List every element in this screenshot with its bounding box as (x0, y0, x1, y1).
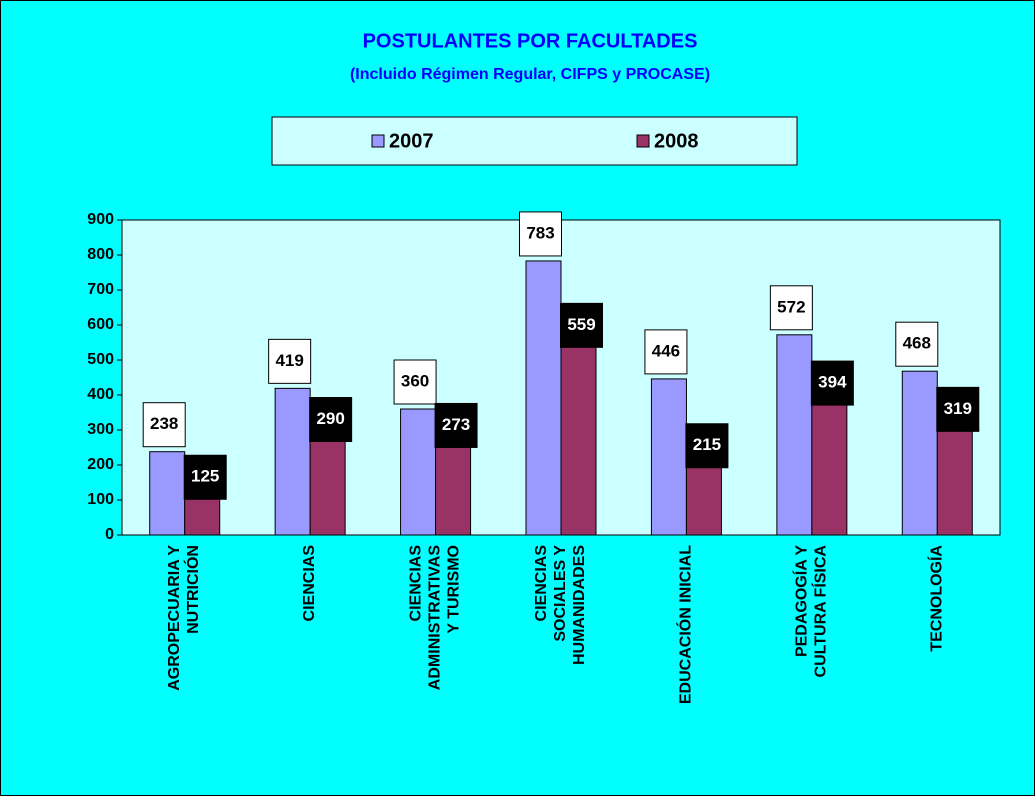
y-tick-label: 300 (87, 421, 114, 438)
x-tick-label: PEDAGOGÍA Y CULTURA FÍSICA (792, 545, 830, 678)
data-label: 559 (567, 315, 595, 334)
chart-subtitle: (Incluido Régimen Regular, CIFPS y PROCA… (350, 66, 710, 83)
bar (149, 451, 186, 536)
data-label-box (393, 359, 437, 405)
bar (274, 387, 311, 536)
bar (811, 396, 848, 536)
data-label: 394 (818, 373, 847, 392)
data-label-box (519, 211, 562, 257)
bar (685, 459, 722, 536)
data-label-box (560, 302, 603, 348)
x-tick-label: CIENCIAS ADMINISTRATIVAS Y TURISMO (408, 545, 463, 691)
y-tick-label: 600 (87, 316, 114, 333)
bar (936, 422, 973, 536)
x-tick-label: AGROPECUARIA Y NUTRICIÓN (166, 545, 202, 691)
bar (560, 338, 597, 536)
data-label: 446 (652, 341, 680, 360)
data-label: 468 (903, 334, 931, 353)
legend-label: 2007 (389, 130, 434, 152)
data-label: 572 (777, 297, 805, 316)
data-label: 783 (526, 223, 554, 242)
data-label-box (142, 402, 186, 448)
data-label: 215 (693, 435, 721, 454)
bar (309, 433, 346, 536)
data-label: 419 (275, 351, 303, 370)
y-tick-label: 0 (105, 526, 114, 543)
data-label-box (810, 360, 854, 406)
data-label: 319 (944, 399, 972, 418)
data-label-box (309, 397, 353, 442)
data-label-box (183, 454, 227, 500)
bar (400, 408, 437, 536)
data-label-box (644, 329, 688, 375)
legend-swatch (371, 134, 385, 148)
y-tick-label: 100 (87, 491, 114, 508)
x-tick-label: TECNOLOGÍA (927, 545, 946, 652)
y-tick-label: 900 (87, 211, 114, 228)
data-label-box (434, 402, 478, 448)
data-label: 290 (316, 409, 344, 428)
data-label: 273 (442, 415, 470, 434)
y-tick-label: 800 (87, 246, 114, 263)
data-label: 125 (191, 467, 219, 486)
x-tick-label: EDUCACIÓN INICIAL (676, 545, 695, 704)
bar (901, 370, 938, 536)
data-label-box (685, 423, 729, 469)
x-tick-label: CIENCIAS SOCIALES Y HUMANIDADES (533, 545, 588, 665)
y-tick-label: 200 (87, 456, 114, 473)
y-tick-label: 700 (87, 281, 114, 298)
y-tick-label: 400 (87, 386, 114, 403)
data-label-box (936, 386, 980, 432)
bar (776, 334, 813, 536)
bar (435, 438, 472, 536)
data-label-box (895, 321, 939, 367)
bar (525, 260, 562, 536)
legend-swatch (636, 134, 650, 148)
data-label: 238 (150, 414, 178, 433)
data-label-box (769, 285, 813, 331)
legend (271, 116, 798, 166)
data-label-box (268, 338, 312, 384)
data-label: 360 (401, 371, 429, 390)
legend-label: 2008 (654, 130, 699, 152)
x-tick-label: CIENCIAS (301, 545, 318, 622)
bar (650, 378, 687, 536)
chart-title: POSTULANTES POR FACULTADES (363, 30, 698, 52)
y-tick-label: 500 (87, 351, 114, 368)
